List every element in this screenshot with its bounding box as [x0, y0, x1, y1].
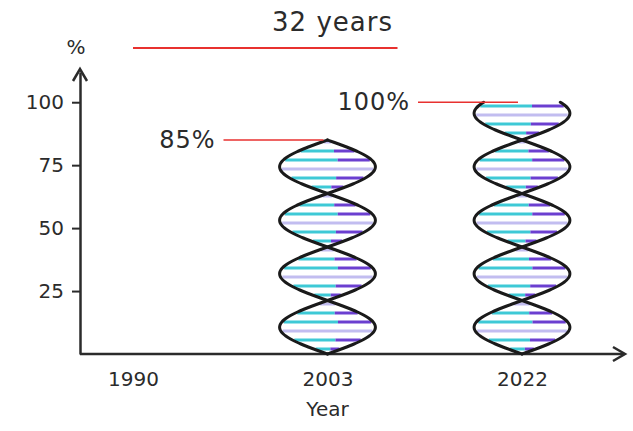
y-axis-title: %	[66, 35, 85, 59]
helix-rung	[479, 267, 533, 270]
y-tick: 100	[26, 90, 80, 114]
helix-rung	[530, 231, 557, 234]
helix-rung	[293, 285, 335, 288]
x-tick-label: 2022	[497, 367, 548, 391]
helix-rung	[282, 276, 372, 279]
leader-line	[418, 101, 518, 103]
helix-rung	[492, 312, 529, 315]
x-tick-label: 1990	[108, 367, 159, 391]
helix-rung	[336, 177, 363, 180]
x-tick: 2022	[497, 354, 548, 391]
helix-rung	[485, 123, 531, 126]
helix-rung	[477, 222, 568, 225]
span-line	[133, 47, 398, 49]
helix-rung	[476, 114, 567, 117]
x-axis-title: Year	[305, 397, 349, 421]
y-tick-label: 50	[39, 216, 64, 240]
y-tick-mark	[72, 228, 80, 230]
helix-rung	[282, 168, 373, 171]
x-tick-label: 2003	[303, 367, 354, 391]
data-label: 85%	[159, 126, 215, 154]
helix-rung	[532, 321, 565, 324]
annotation: 32 years	[272, 7, 393, 37]
helix-rung	[488, 285, 530, 288]
y-axis-arrow	[73, 69, 87, 81]
helix-rung	[494, 204, 529, 207]
y-tick-mark	[72, 102, 80, 104]
helix-rung	[292, 177, 337, 180]
helix-strand	[280, 140, 376, 354]
helix-strand	[474, 102, 570, 354]
chart: 25 50 75 100 1990 2003 2022% Year 85% 100% 32 year…	[0, 0, 633, 431]
helix-rung	[338, 159, 370, 162]
helix-rung	[338, 321, 371, 324]
helix-rung	[495, 150, 528, 153]
y-tick-mark	[72, 165, 80, 167]
helix-rung	[292, 231, 335, 234]
helix-rung	[531, 177, 558, 180]
leader-line	[224, 139, 324, 141]
helix-rung	[532, 267, 565, 270]
helix-rung	[284, 321, 338, 324]
helix-rung	[480, 105, 532, 108]
helix-rung	[297, 312, 334, 315]
data-label: 100%	[337, 88, 410, 116]
helix-rung	[285, 213, 338, 216]
y-tick: 25	[39, 279, 80, 303]
helix-rung	[477, 276, 567, 279]
helix-rung	[299, 204, 334, 207]
helix-rung	[335, 339, 360, 342]
x-tick: 2003	[303, 354, 354, 391]
helix-rung	[532, 159, 564, 162]
helix-strand	[280, 140, 376, 354]
helix-rung	[294, 339, 335, 342]
helix-strand	[474, 102, 570, 354]
helix-rung	[283, 330, 373, 333]
helix-rung	[478, 321, 532, 324]
helix-rung	[530, 285, 556, 288]
x-tick: 1990	[108, 354, 159, 391]
helix-rung	[480, 159, 532, 162]
helix-rung	[338, 267, 371, 270]
y-tick-label: 25	[39, 279, 64, 303]
helix-rung	[532, 105, 564, 108]
y-tick: 75	[39, 153, 80, 177]
helix-rung	[298, 258, 334, 261]
helix-rung	[338, 213, 371, 216]
helix-rung	[530, 339, 555, 342]
y-axis-line	[79, 73, 82, 355]
helix-rung	[477, 330, 567, 333]
helix-rung	[487, 231, 530, 234]
helix-rung	[532, 213, 565, 216]
x-axis-line	[80, 353, 624, 356]
helix-bar	[280, 140, 376, 354]
x-axis: 1990 2003 2022	[108, 354, 548, 391]
y-tick-label: 100	[26, 90, 64, 114]
y-tick: 50	[39, 216, 80, 240]
helix-rung	[336, 285, 362, 288]
helix-rung	[301, 150, 334, 153]
helix-rung	[282, 222, 373, 225]
helix-bar	[474, 102, 570, 354]
helix-rung	[285, 159, 337, 162]
helix-rung	[489, 339, 530, 342]
y-tick-label: 75	[39, 153, 64, 177]
helix-rung	[336, 231, 363, 234]
x-axis-arrow	[613, 347, 625, 361]
helix-rung	[531, 123, 559, 126]
helix-rung	[284, 267, 338, 270]
y-tick-mark	[72, 291, 80, 293]
helix-rung	[486, 177, 531, 180]
y-axis: 25 50 75 100	[26, 73, 81, 355]
helix-rung	[493, 258, 529, 261]
helix-rung	[479, 213, 532, 216]
helix-rung	[476, 168, 567, 171]
